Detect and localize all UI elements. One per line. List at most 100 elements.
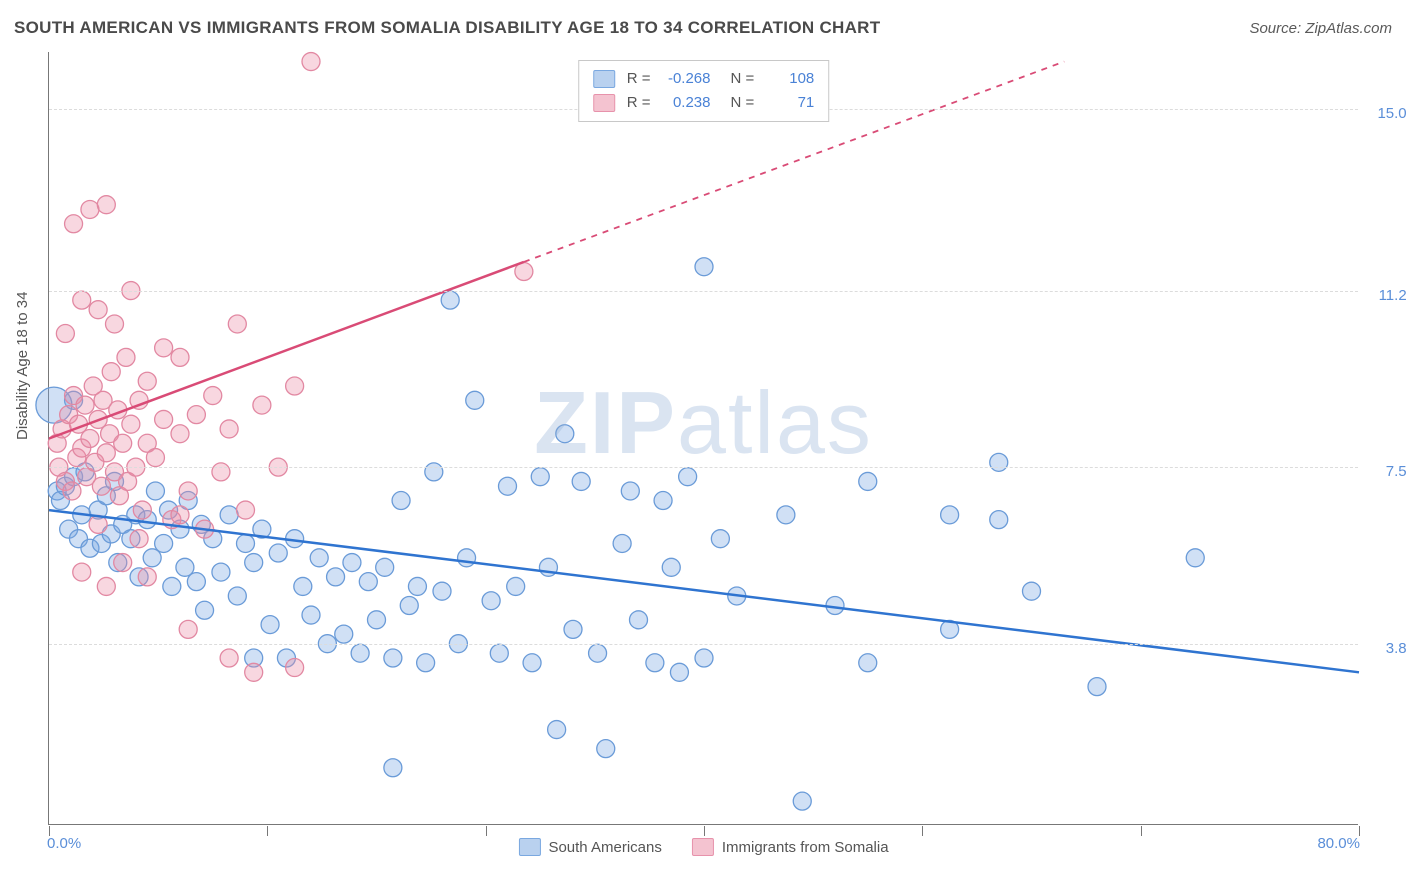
legend-label-1: South Americans [548, 839, 661, 856]
data-point [425, 463, 443, 481]
data-point [482, 592, 500, 610]
data-point [597, 740, 615, 758]
series-legend: South Americans Immigrants from Somalia [518, 838, 888, 856]
data-point [212, 463, 230, 481]
data-point [368, 611, 386, 629]
data-point [133, 501, 151, 519]
data-point [196, 601, 214, 619]
data-point [81, 200, 99, 218]
r-value-2: 0.238 [663, 91, 711, 115]
data-point [556, 425, 574, 443]
x-axis-max-label: 80.0% [1317, 835, 1360, 852]
data-point [310, 549, 328, 567]
data-point [114, 434, 132, 452]
data-point [433, 582, 451, 600]
x-tick [922, 826, 923, 836]
data-point [245, 663, 263, 681]
data-point [228, 587, 246, 605]
data-point [228, 315, 246, 333]
r-label: R = [627, 67, 651, 91]
x-axis-min-label: 0.0% [47, 835, 81, 852]
data-point [384, 759, 402, 777]
data-point [351, 644, 369, 662]
data-point [179, 482, 197, 500]
data-point [302, 606, 320, 624]
data-point [138, 372, 156, 390]
data-point [245, 554, 263, 572]
data-point [220, 506, 238, 524]
data-point [294, 577, 312, 595]
data-point [204, 387, 222, 405]
data-point [286, 659, 304, 677]
x-tick [1141, 826, 1142, 836]
swatch-pink [593, 94, 615, 112]
data-point [777, 506, 795, 524]
data-point [564, 620, 582, 638]
data-point [711, 530, 729, 548]
gridline [49, 644, 1358, 645]
data-point [212, 563, 230, 581]
data-point [613, 534, 631, 552]
x-tick [49, 826, 50, 836]
data-point [400, 597, 418, 615]
plot-area: ZIPatlas R = -0.268 N = 108 R = 0.238 N … [48, 52, 1358, 825]
data-point [589, 644, 607, 662]
data-point [73, 291, 91, 309]
data-point [106, 315, 124, 333]
data-point [384, 649, 402, 667]
legend-item-1: South Americans [518, 838, 661, 856]
data-point [343, 554, 361, 572]
data-point [56, 325, 74, 343]
y-tick-label: 11.2% [1365, 287, 1406, 304]
n-label: N = [731, 91, 755, 115]
data-point [117, 348, 135, 366]
data-point [646, 654, 664, 672]
data-point [155, 410, 173, 428]
x-tick [486, 826, 487, 836]
data-point [187, 406, 205, 424]
data-point [261, 616, 279, 634]
data-point [187, 573, 205, 591]
legend-label-2: Immigrants from Somalia [722, 839, 889, 856]
data-point [941, 506, 959, 524]
data-point [163, 577, 181, 595]
data-point [171, 506, 189, 524]
data-point [73, 563, 91, 581]
data-point [286, 377, 304, 395]
data-point [548, 721, 566, 739]
data-point [466, 391, 484, 409]
data-point [97, 577, 115, 595]
gridline [49, 291, 1358, 292]
data-point [507, 577, 525, 595]
chart-title: SOUTH AMERICAN VS IMMIGRANTS FROM SOMALI… [14, 18, 880, 38]
data-point [171, 348, 189, 366]
data-point [695, 258, 713, 276]
data-point [97, 444, 115, 462]
data-point [376, 558, 394, 576]
legend-item-2: Immigrants from Somalia [692, 838, 889, 856]
data-point [89, 301, 107, 319]
y-axis-label: Disability Age 18 to 34 [14, 292, 31, 440]
data-point [654, 492, 672, 510]
data-point [523, 654, 541, 672]
data-point [65, 215, 83, 233]
n-value-2: 71 [766, 91, 814, 115]
y-tick-label: 7.5% [1365, 463, 1406, 480]
chart-svg [49, 52, 1358, 824]
data-point [1186, 549, 1204, 567]
swatch-blue [518, 838, 540, 856]
r-label: R = [627, 91, 651, 115]
data-point [859, 472, 877, 490]
data-point [859, 654, 877, 672]
data-point [990, 511, 1008, 529]
data-point [146, 449, 164, 467]
data-point [97, 196, 115, 214]
data-point [630, 611, 648, 629]
data-point [269, 544, 287, 562]
data-point [155, 339, 173, 357]
data-point [237, 501, 255, 519]
data-point [237, 534, 255, 552]
data-point [679, 468, 697, 486]
swatch-blue [593, 70, 615, 88]
data-point [114, 554, 132, 572]
